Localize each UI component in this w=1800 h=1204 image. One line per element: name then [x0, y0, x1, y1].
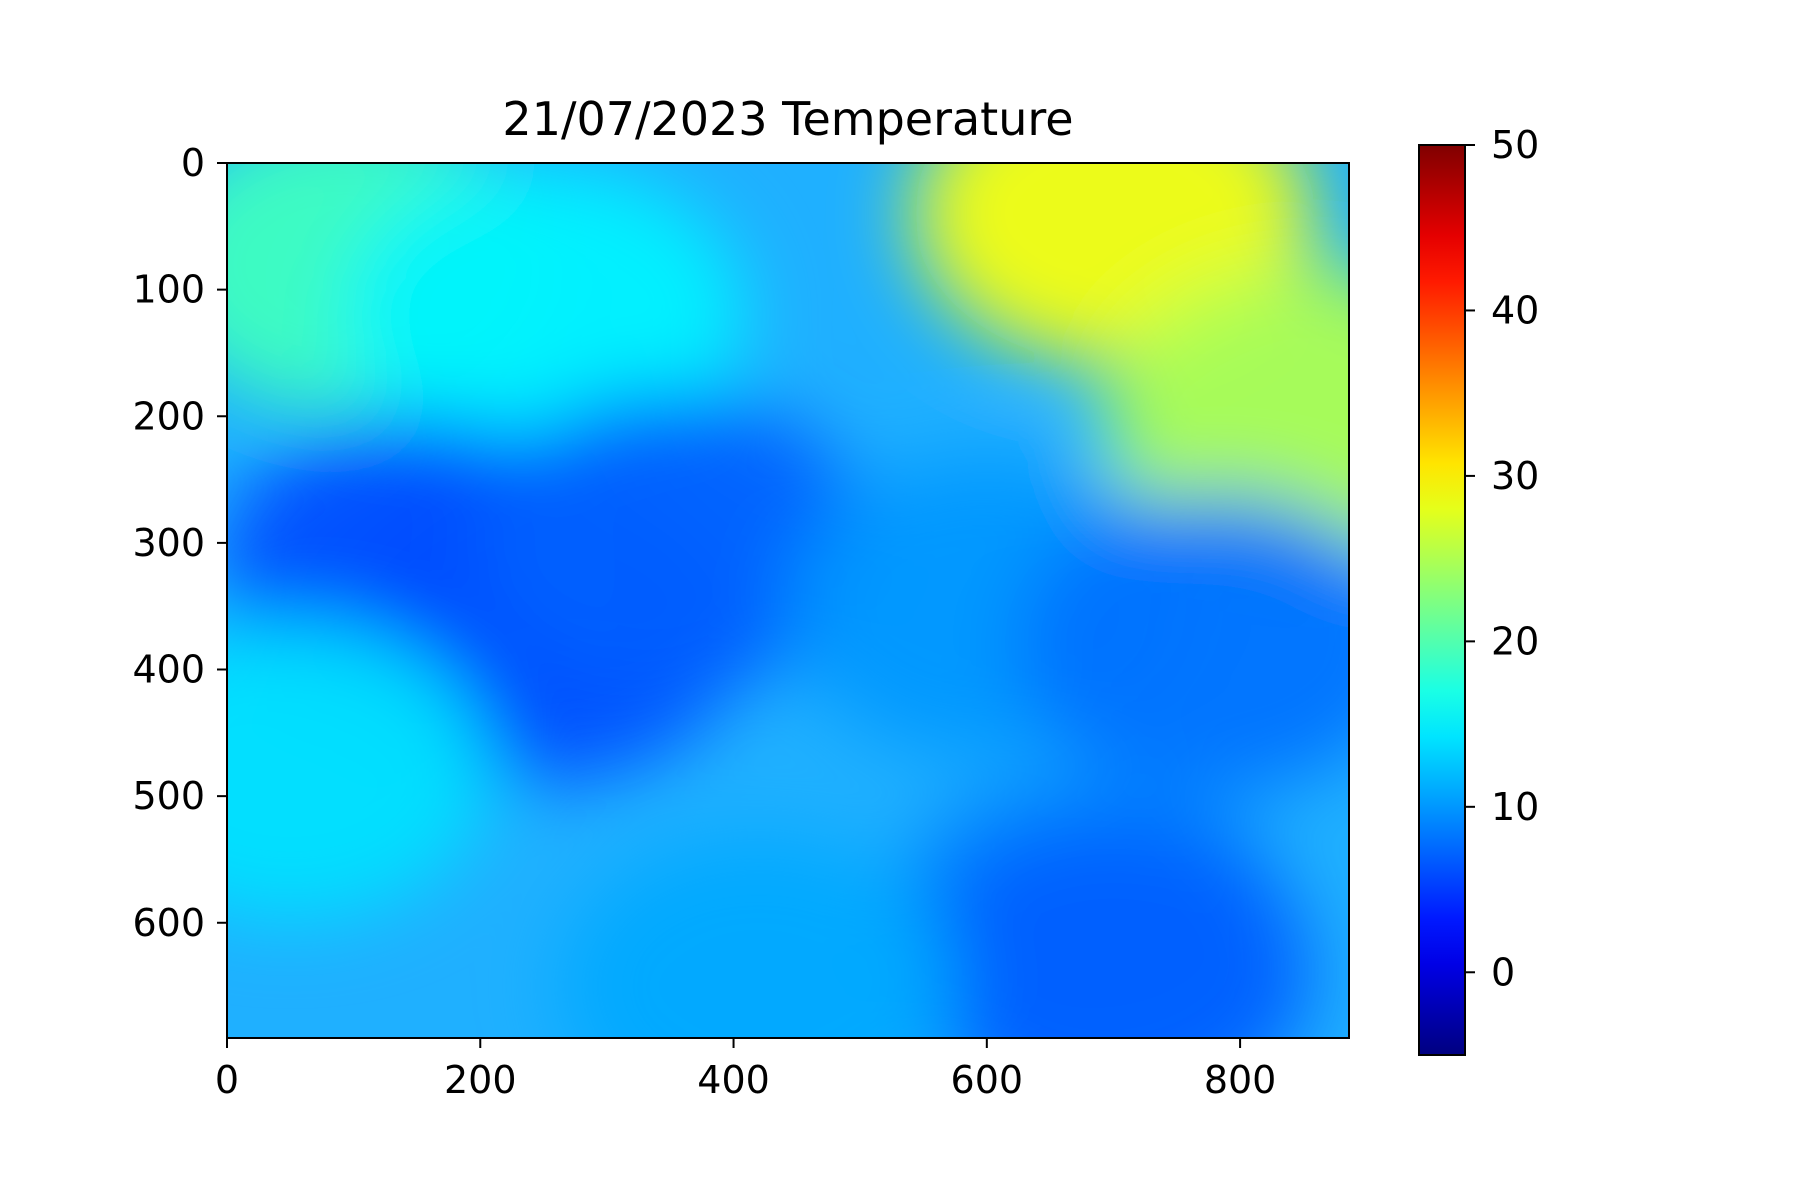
colorbar-tick-label-30: 30	[1491, 454, 1539, 498]
colorbar: 0 10 20 30 40 50	[1418, 123, 1539, 1056]
y-axis: 0 100 200 300 400 500 600	[132, 141, 227, 945]
heatmap-region-12	[558, 836, 959, 1038]
chart-title: 21/07/2023 Temperature	[502, 92, 1073, 146]
heatmap-region-8	[1014, 494, 1349, 795]
y-tick-label-600: 600	[132, 901, 205, 945]
y-tick-label-0: 0	[181, 141, 205, 185]
heatmap-cells	[227, 163, 1349, 1038]
y-tick-label-200: 200	[132, 394, 205, 438]
y-tick-label-500: 500	[132, 774, 205, 818]
y-tick-label-100: 100	[132, 268, 205, 312]
x-tick-label-600: 600	[951, 1058, 1024, 1102]
x-tick-label-400: 400	[697, 1058, 770, 1102]
colorbar-tick-label-40: 40	[1491, 288, 1539, 332]
plot-frame	[226, 162, 1350, 1039]
heatmap-area	[226, 162, 1350, 1039]
heatmap-region-10	[913, 823, 1314, 1038]
x-tick-label-200: 200	[444, 1058, 517, 1102]
colorbar-gradient	[1419, 145, 1465, 1055]
x-axis: 0 200 400 600 800	[215, 1038, 1276, 1102]
colorbar-tick-label-50: 50	[1491, 123, 1539, 167]
colorbar-tick-label-10: 10	[1491, 785, 1539, 829]
x-tick-label-800: 800	[1204, 1058, 1277, 1102]
heatmap-region-1	[343, 164, 744, 465]
heatmap-region-11	[227, 620, 491, 921]
heatmap-region-3	[1103, 266, 1349, 567]
y-tick-label-300: 300	[132, 521, 205, 565]
colorbar-axis: 0 10 20 30 40 50	[1465, 123, 1539, 994]
colorbar-frame	[1418, 144, 1466, 1056]
heatmap-region-6	[470, 392, 871, 693]
y-tick-label-400: 400	[132, 648, 205, 692]
x-tick-label-0: 0	[215, 1058, 239, 1102]
colorbar-tick-label-0: 0	[1491, 950, 1515, 994]
colorbar-tick-label-20: 20	[1491, 619, 1539, 663]
